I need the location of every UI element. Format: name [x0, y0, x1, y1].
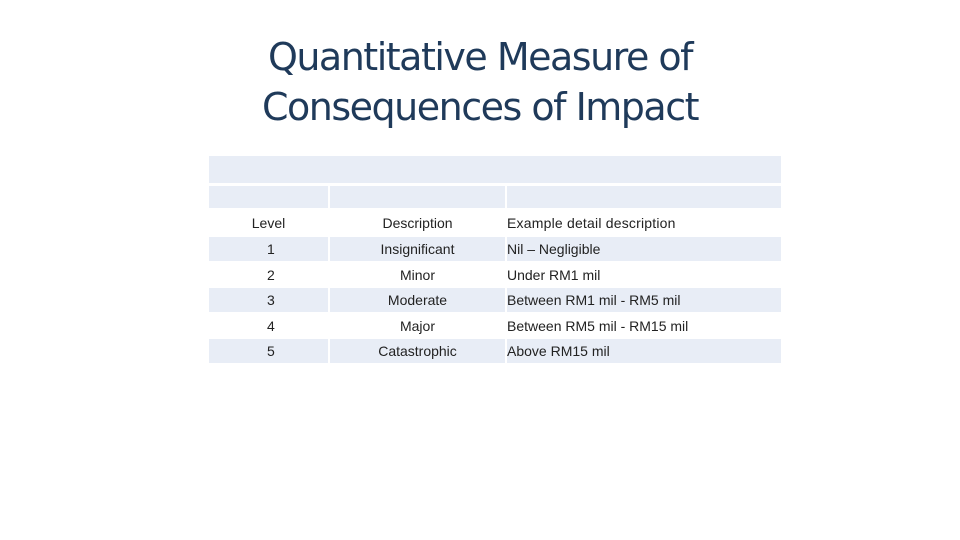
table-blank-cell [209, 186, 328, 208]
title-line-2: Consequences of Impact [262, 85, 700, 129]
table-blank-cell [330, 186, 505, 208]
slide-title: Quantitative Measure of Consequences of … [0, 32, 960, 132]
cell-description: Major [399, 318, 435, 334]
table-top-band [209, 156, 781, 183]
cell-example: Between RM1 mil - RM5 mil [507, 288, 781, 312]
table-row: 4 Major Between RM5 mil - RM15 mil [209, 314, 781, 338]
table-row: 3 Moderate Between RM1 mil - RM5 mil [209, 288, 781, 312]
cell-description: Moderate [330, 288, 505, 312]
cell-description: Minor [399, 267, 435, 283]
table-header-row: Level Description Example detail descrip… [209, 210, 781, 235]
table-row: 2 Minor Under RM1 mil [209, 263, 781, 287]
cell-level: 2 [267, 267, 275, 283]
cell-example: Nil – Negligible [507, 237, 781, 261]
cell-level: 3 [209, 288, 328, 312]
table-row: 1 Insignificant Nil – Negligible [209, 237, 781, 261]
cell-description: Catastrophic [330, 339, 505, 363]
cell-example: Under RM1 mil [507, 267, 601, 283]
cell-level: 5 [209, 339, 328, 363]
table-blank-cell [507, 186, 781, 208]
table-row: 5 Catastrophic Above RM15 mil [209, 339, 781, 363]
cell-level: 1 [209, 237, 328, 261]
cell-description: Insignificant [330, 237, 505, 261]
cell-example: Above RM15 mil [507, 339, 781, 363]
header-description: Description [382, 214, 453, 231]
consequence-table: Level Description Example detail descrip… [209, 156, 781, 363]
header-example: Example detail description [507, 214, 676, 231]
cell-level: 4 [267, 318, 275, 334]
cell-example: Between RM5 mil - RM15 mil [507, 318, 689, 334]
header-level: Level [251, 214, 286, 231]
title-line-1: Quantitative Measure of [267, 35, 694, 79]
